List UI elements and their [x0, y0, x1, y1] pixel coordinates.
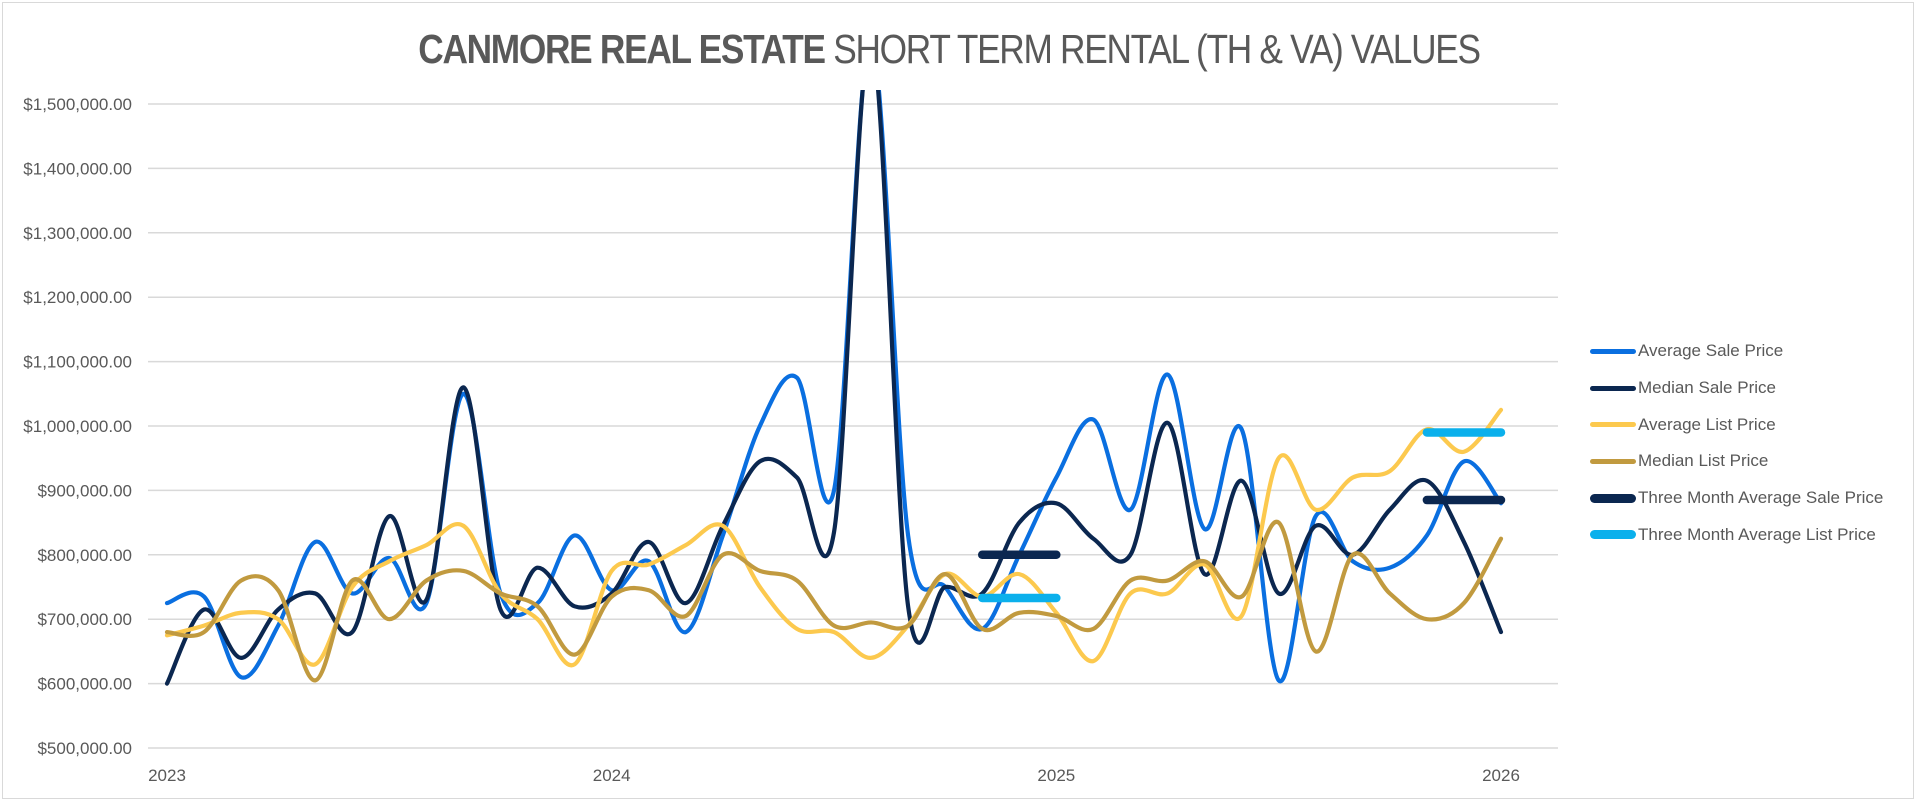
legend-label: Three Month Average Sale Price: [1638, 488, 1884, 508]
chart-title-rest: SHORT TERM RENTAL (TH & VA) VALUES: [833, 26, 1481, 72]
legend-item-median-sale-price: Median Sale Price: [1590, 370, 1883, 407]
legend-swatch: [1590, 493, 1636, 503]
chart-legend: Average Sale Price Median Sale Price Avera…: [1590, 333, 1883, 553]
legend-label: Average List Price: [1638, 414, 1776, 434]
legend-item-median-list-price: Median List Price: [1590, 443, 1883, 480]
legend-item-three-month-average-list-price: Three Month Average List Price: [1590, 516, 1883, 553]
x-tick-label: 2026: [1482, 766, 1520, 785]
y-tick-label: $1,300,000.00: [23, 224, 132, 243]
y-axis-ticks: $500,000.00 $600,000.00 $700,000.00 $800,00…: [23, 95, 132, 758]
y-tick-label: $800,000.00: [37, 546, 132, 565]
legend-label: Median Sale Price: [1638, 378, 1776, 398]
legend-swatch: [1590, 530, 1636, 540]
y-tick-label: $1,000,000.00: [23, 417, 132, 436]
legend-item-average-list-price: Average List Price: [1590, 406, 1883, 443]
legend-swatch: [1590, 422, 1636, 428]
y-tick-label: $700,000.00: [37, 610, 132, 629]
y-tick-label: $500,000.00: [37, 739, 132, 758]
gridlines: [148, 103, 1558, 749]
y-tick-label: $1,100,000.00: [23, 353, 132, 372]
chart-title-bold: CANMORE REAL ESTATE: [418, 26, 826, 72]
x-axis-ticks: 2023 2024 2025 2026: [148, 766, 1520, 785]
legend-swatch: [1590, 385, 1636, 391]
series-lines: [164, 90, 1506, 686]
y-tick-label: $1,500,000.00: [23, 95, 132, 114]
y-tick-label: $900,000.00: [37, 481, 132, 500]
y-tick-label: $1,400,000.00: [23, 159, 132, 178]
chart-title: CANMORE REAL ESTATE SHORT TERM RENTAL (T…: [133, 26, 1765, 73]
legend-label: Average Sale Price: [1638, 341, 1784, 361]
series-line-median-sale-price: [164, 90, 1504, 686]
x-tick-label: 2025: [1037, 766, 1075, 785]
y-tick-label: $1,200,000.00: [23, 288, 132, 307]
legend-label: Three Month Average List Price: [1638, 524, 1876, 544]
series-line-average-list-price: [164, 407, 1504, 668]
legend-swatch: [1590, 458, 1636, 464]
legend-item-three-month-average-sale-price: Three Month Average Sale Price: [1590, 480, 1883, 517]
series-line-median-list-price: [164, 520, 1504, 683]
x-tick-label: 2023: [148, 766, 186, 785]
legend-swatch: [1590, 348, 1636, 354]
legend-label: Median List Price: [1638, 451, 1769, 471]
y-tick-label: $600,000.00: [37, 675, 132, 694]
x-tick-label: 2024: [593, 766, 631, 785]
legend-item-average-sale-price: Average Sale Price: [1590, 333, 1883, 370]
